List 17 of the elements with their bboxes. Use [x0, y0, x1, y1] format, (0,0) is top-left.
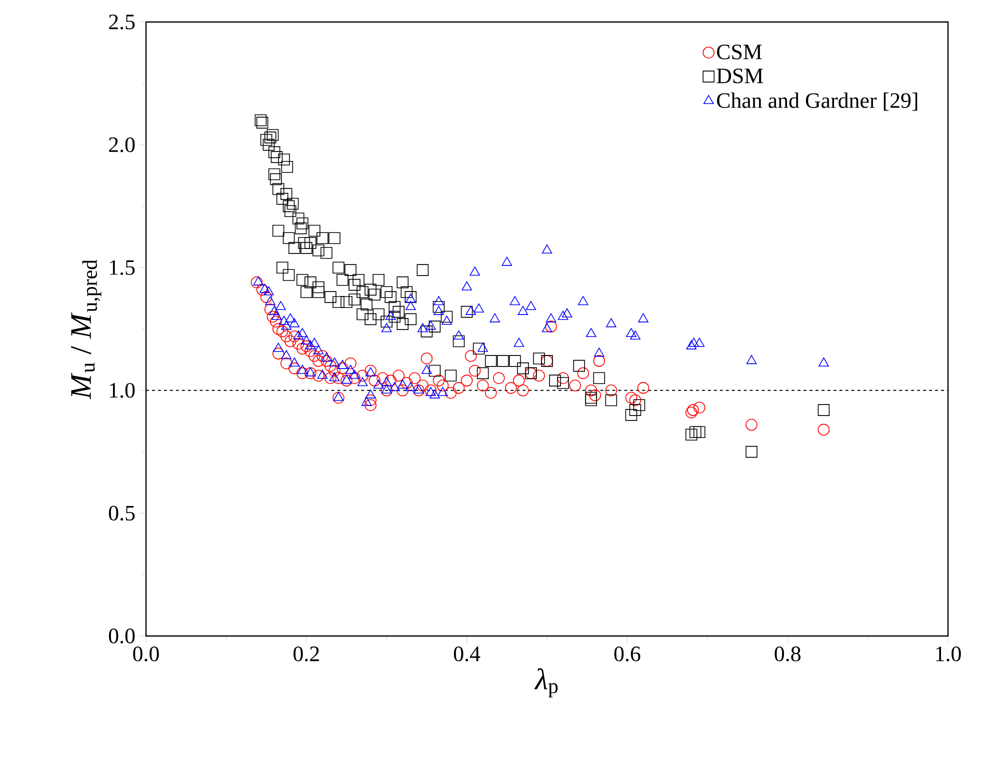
x-tick-label: 0.2: [294, 646, 319, 662]
y-tick-label: 0.0: [108, 628, 135, 644]
y-tick-label: 0.5: [108, 506, 135, 521]
x-tick-label: 0.0: [133, 646, 159, 662]
y-axis-title: M$_{u}$ / M$_{u,pred}$: [71, 260, 102, 400]
x-tick-label: 0.6: [614, 646, 640, 662]
x-axis-title: λ$_{p}$: [534, 668, 558, 698]
x-tick-label: 1.0: [936, 646, 961, 662]
legend-label: CSM: [717, 44, 762, 60]
legend-label: Chan and Gardner [29]: [717, 92, 918, 111]
y-tick-label: 1.0: [110, 382, 135, 398]
y-tick-label: 2.5: [109, 14, 135, 30]
x-tick-label: 0.8: [774, 646, 800, 662]
x-tick-label: 0.4: [454, 646, 480, 662]
legend-label: DSM: [716, 68, 763, 84]
y-tick-label: 1.5: [110, 260, 135, 275]
y-tick-label: 2.0: [109, 137, 135, 152]
